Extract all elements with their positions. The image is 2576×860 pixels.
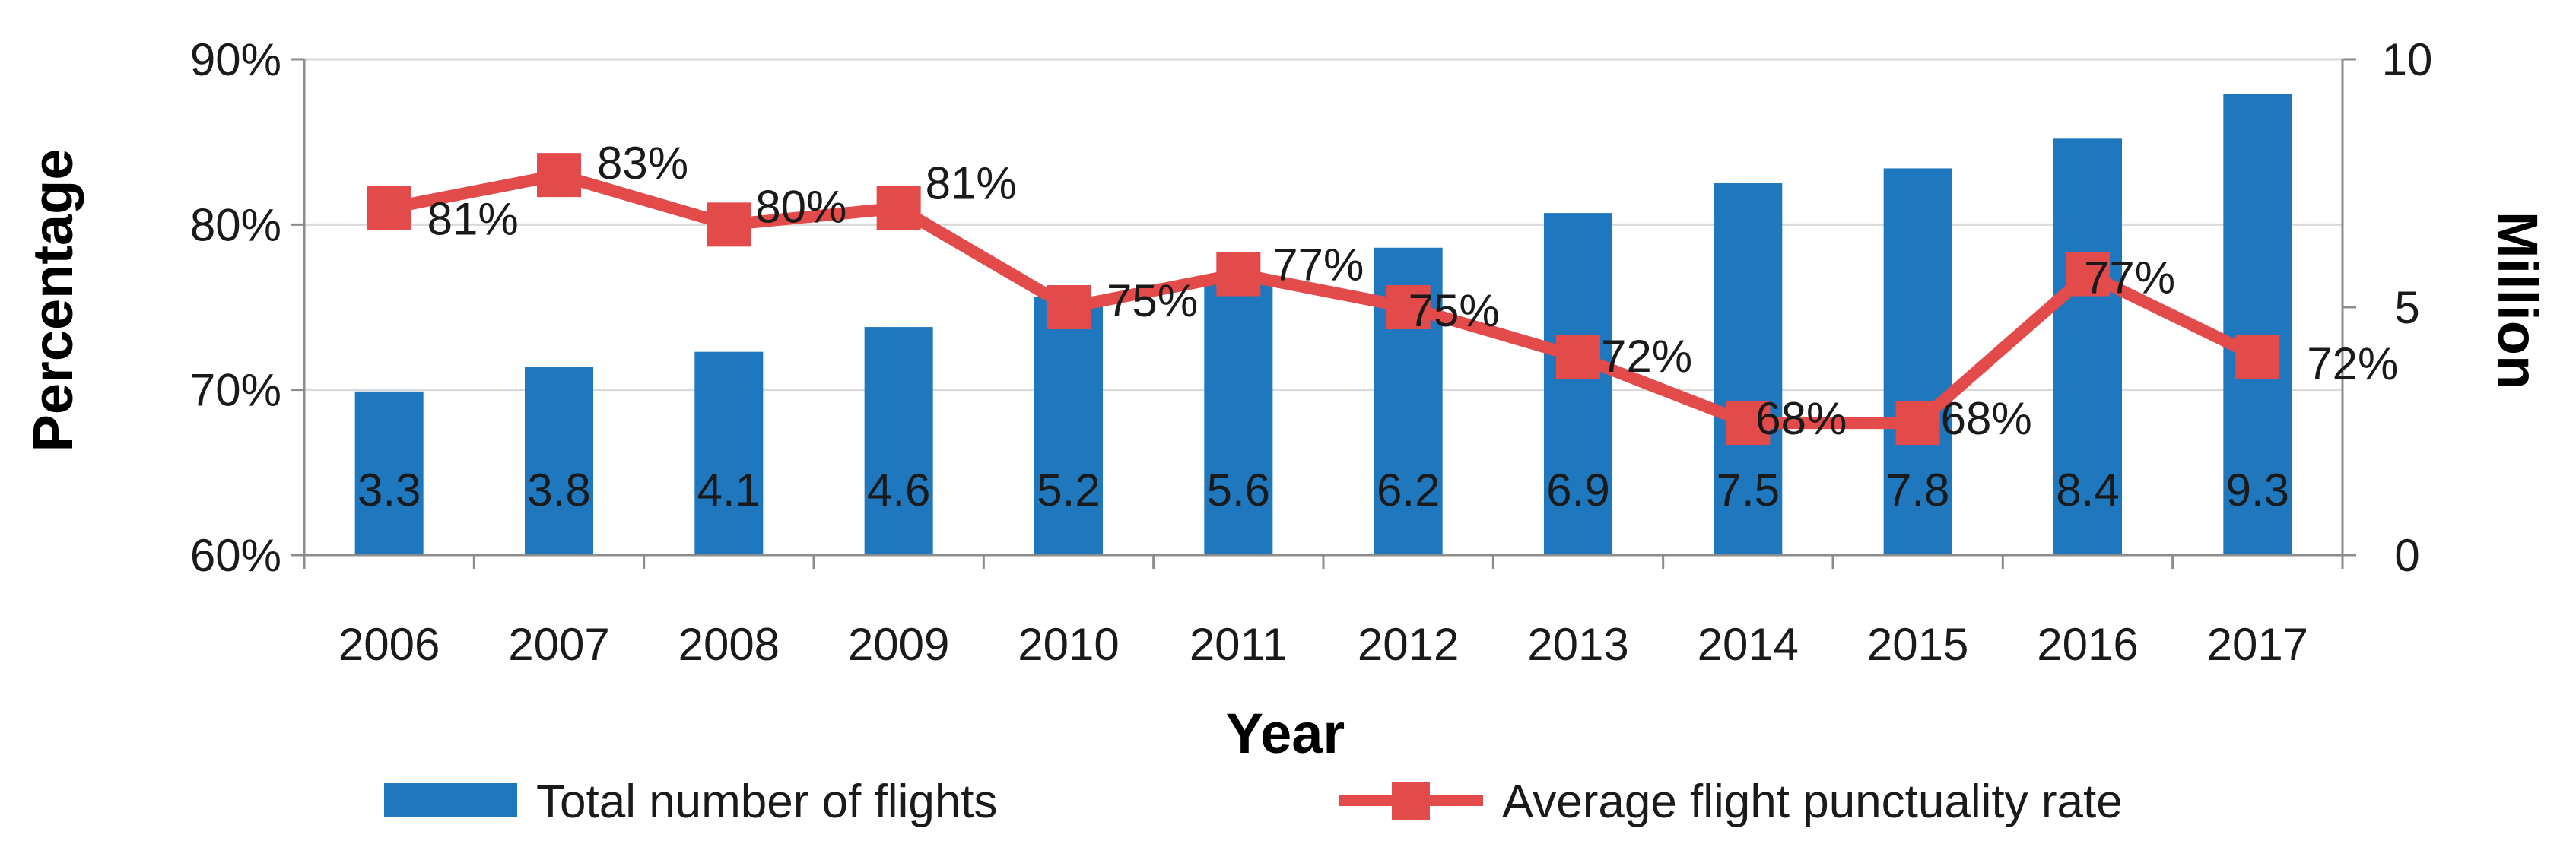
x-tick-label: 2006 — [338, 619, 440, 670]
x-tick-label: 2014 — [1698, 619, 1799, 670]
y2-axis-title: Million — [2486, 211, 2549, 389]
x-tick-label: 2012 — [1358, 619, 1459, 670]
bar-value-label: 4.6 — [867, 465, 930, 516]
data-labels: 3.3 3.8 4.1 4.6 5.2 5.6 6.2 6.9 7.5 7.8 8.4 9.3 81% 8… — [357, 138, 2398, 516]
x-tick-label: 2007 — [508, 619, 609, 670]
legend-swatch-marker — [1392, 782, 1430, 820]
line-value-label: 77% — [2084, 252, 2175, 303]
line-value-label: 83% — [597, 138, 688, 189]
line-value-label: 80% — [755, 181, 846, 232]
bar-value-label: 3.8 — [527, 465, 590, 516]
bar-value-label: 7.5 — [1717, 465, 1780, 516]
line-marker — [1047, 285, 1091, 329]
line-marker — [2235, 335, 2280, 379]
line-value-label: 68% — [1755, 393, 1847, 444]
bar — [1883, 168, 1952, 555]
bar-value-label: 3.3 — [357, 465, 421, 516]
bar — [1204, 277, 1273, 555]
grid-lines — [304, 58, 2343, 392]
line-value-label: 81% — [926, 158, 1017, 209]
line-value-label: 72% — [1601, 331, 1692, 382]
x-tick-label: 2013 — [1527, 619, 1628, 670]
bar — [525, 367, 593, 555]
x-tick-label: 2016 — [2037, 619, 2138, 670]
line-value-label: 75% — [1107, 275, 1198, 326]
bar — [864, 327, 933, 555]
x-tick-label: 2008 — [678, 619, 780, 670]
y2-tick-label: 5 — [2394, 282, 2419, 333]
bar-value-label: 9.3 — [2226, 465, 2289, 516]
bar-value-label: 8.4 — [2056, 465, 2119, 516]
line-marker — [1895, 401, 1940, 446]
line-value-label: 77% — [1272, 240, 1364, 290]
bar — [2053, 138, 2122, 555]
x-tick-label: 2009 — [848, 619, 949, 670]
y-tick-label: 90% — [190, 34, 281, 85]
x-tick-label: 2017 — [2207, 619, 2308, 670]
legend-swatch-bar — [384, 783, 517, 817]
line-value-label: 81% — [427, 194, 519, 245]
line-path — [388, 169, 2260, 430]
line-marker — [876, 186, 921, 230]
y-tick-label: 70% — [190, 365, 281, 416]
bar — [1544, 213, 1612, 555]
y-tick-label: 60% — [190, 530, 281, 581]
x-tick-label: 2011 — [1190, 619, 1288, 670]
line-value-label: 72% — [2307, 338, 2398, 389]
legend-label-line: Average flight punctuality rate — [1502, 776, 2123, 828]
legend-label-bar: Total number of flights — [536, 776, 998, 828]
bar-series — [354, 94, 2292, 555]
line-marker — [367, 186, 411, 230]
legend: Total number of flights Average flight p… — [384, 776, 2123, 828]
line-marker — [1726, 401, 1771, 446]
line-marker — [1386, 285, 1431, 329]
y-axis-title: Percentage — [21, 149, 84, 452]
line-marker — [1216, 252, 1261, 297]
bar — [354, 391, 424, 555]
bar-value-label: 6.9 — [1546, 465, 1609, 516]
line-marker — [1556, 335, 1600, 379]
bar — [1714, 183, 1783, 555]
bar-value-label: 5.6 — [1207, 465, 1270, 516]
bar-value-label: 6.2 — [1377, 465, 1440, 516]
bar-value-label: 7.8 — [1886, 465, 1949, 516]
x-tick-label: 2015 — [1867, 619, 1968, 670]
bar-value-label: 5.2 — [1037, 465, 1100, 516]
y2-tick-label: 0 — [2394, 530, 2419, 581]
bar — [694, 351, 764, 555]
y2-tick-label: 10 — [2382, 34, 2433, 85]
x-tick-label: 2010 — [1018, 619, 1119, 670]
y-tick-label: 80% — [190, 199, 281, 250]
line-marker — [537, 153, 581, 198]
axes: 60% 70% 80% 90% 0 5 10 2006 2007 2008 2009 2010 2011… — [190, 34, 2432, 670]
x-axis-title: Year — [1226, 702, 1345, 765]
line-value-label: 68% — [1941, 393, 2032, 444]
bar — [1034, 297, 1103, 555]
bar — [2223, 94, 2292, 555]
bar-value-label: 4.1 — [697, 465, 761, 516]
line-marker — [707, 202, 751, 247]
line-series — [367, 153, 2280, 446]
line-value-label: 75% — [1409, 285, 1500, 336]
line-marker — [2066, 252, 2110, 297]
